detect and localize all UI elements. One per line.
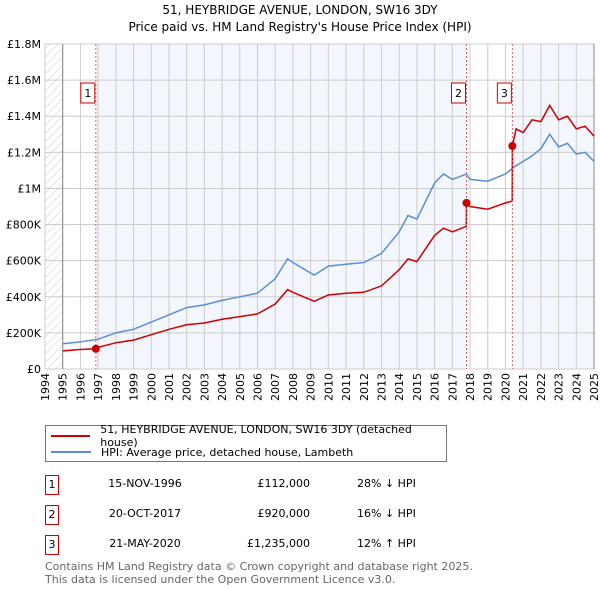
x-tick-label: 2003 xyxy=(198,373,211,401)
legend-item-property: 51, HEYBRIDGE AVENUE, LONDON, SW16 3DY (… xyxy=(51,423,446,449)
x-tick-label: 1997 xyxy=(92,373,105,401)
sale-label: 2 xyxy=(455,87,462,100)
x-tick-label: 2005 xyxy=(234,373,247,401)
table-row: 3 21-MAY-2020 £1,235,000 12% ↑ HPI xyxy=(45,535,465,555)
sale-point xyxy=(508,142,517,151)
x-tick-label: 2000 xyxy=(145,373,158,401)
sale-label-box xyxy=(496,82,512,104)
y-tick-label: £600K xyxy=(6,255,42,268)
legend: 51, HEYBRIDGE AVENUE, LONDON, SW16 3DY (… xyxy=(45,423,447,462)
x-tick-label: 2020 xyxy=(500,373,513,401)
x-tick-label: 2008 xyxy=(287,373,300,401)
x-tick-label: 1998 xyxy=(110,373,123,401)
sale-marker-box: 3 xyxy=(45,535,59,555)
y-tick-label: £800K xyxy=(6,219,42,232)
x-tick-label: 1994 xyxy=(39,373,52,401)
legend-item-hpi: HPI: Average price, detached house, Lamb… xyxy=(51,444,353,460)
x-tick-label: 2011 xyxy=(340,373,353,401)
sale-price: £112,000 xyxy=(257,477,311,490)
y-tick-label: £1.2M xyxy=(7,146,41,159)
x-tick-label: 2016 xyxy=(429,373,442,401)
sale-point xyxy=(91,344,100,353)
x-tick-label: 2022 xyxy=(535,373,548,401)
sale-marker-box: 1 xyxy=(45,475,59,495)
chart-subtitle: Price paid vs. HM Land Registry's House … xyxy=(128,20,471,34)
sale-hpi-diff: 16% ↓ HPI xyxy=(357,507,416,520)
ownership-shade xyxy=(512,44,594,369)
legend-swatch xyxy=(51,435,91,437)
legend-label: HPI: Average price, detached house, Lamb… xyxy=(101,445,354,459)
property-price-line xyxy=(62,103,595,352)
y-tick-label: £200K xyxy=(6,327,42,340)
x-tick-label: 2004 xyxy=(216,373,229,401)
legend-label: 51, HEYBRIDGE AVENUE, LONDON, SW16 3DY (… xyxy=(100,423,412,449)
sale-price: £1,235,000 xyxy=(247,537,310,550)
sale-label: 3 xyxy=(501,87,508,100)
x-tick-label: 2018 xyxy=(464,373,477,401)
legend-swatch xyxy=(51,451,91,453)
footer-line: Contains HM Land Registry data © Crown c… xyxy=(45,560,473,573)
sale-label: 1 xyxy=(84,87,91,100)
x-tick-label: 2023 xyxy=(553,373,566,401)
x-tick-label: 2007 xyxy=(269,373,282,401)
x-tick-label: 2015 xyxy=(411,373,424,401)
x-tick-label: 2013 xyxy=(376,373,389,401)
sale-date: 20-OCT-2017 xyxy=(108,507,182,520)
sale-date: 15-NOV-1996 xyxy=(108,477,182,490)
x-tick-label: 2001 xyxy=(163,373,176,401)
chart-title: 51, HEYBRIDGE AVENUE, LONDON, SW16 3DY xyxy=(162,3,438,17)
y-tick-label: £1.8M xyxy=(7,38,41,51)
x-tick-label: 2002 xyxy=(181,373,194,401)
hpi-line xyxy=(62,132,595,345)
y-tick-label: £1M xyxy=(18,182,42,195)
x-tick-label: 2010 xyxy=(322,373,335,401)
y-tick-label: £400K xyxy=(6,291,42,304)
sale-price: £920,000 xyxy=(257,507,311,520)
x-tick-label: 1996 xyxy=(74,373,87,401)
x-tick-label: 2017 xyxy=(446,373,459,401)
sale-label-box xyxy=(450,82,466,104)
x-tick-label: 2019 xyxy=(482,373,495,401)
sale-point xyxy=(462,198,471,207)
sale-date: 21-MAY-2020 xyxy=(109,537,181,550)
table-row: 1 15-NOV-1996 £112,000 28% ↓ HPI xyxy=(45,475,465,495)
x-tick-label: 2025 xyxy=(588,373,600,401)
x-tick-label: 1999 xyxy=(128,373,141,401)
y-tick-label: £1.6M xyxy=(7,74,41,87)
pre-data-hatch xyxy=(45,44,63,369)
sale-marker-box: 2 xyxy=(45,505,59,525)
x-tick-label: 2021 xyxy=(517,373,530,401)
table-row: 2 20-OCT-2017 £920,000 16% ↓ HPI xyxy=(45,505,465,525)
x-tick-label: 2012 xyxy=(358,373,371,401)
price-chart: 51, HEYBRIDGE AVENUE, LONDON, SW16 3DY P… xyxy=(6,3,600,401)
sale-hpi-diff: 28% ↓ HPI xyxy=(357,477,416,490)
y-tick-label: £0 xyxy=(27,363,41,376)
sale-hpi-diff: 12% ↑ HPI xyxy=(357,537,416,550)
footer-attribution: Contains HM Land Registry data © Crown c… xyxy=(45,560,473,586)
y-tick-label: £1.4M xyxy=(7,110,41,123)
ownership-shade xyxy=(95,44,467,369)
x-tick-label: 2009 xyxy=(305,373,318,401)
x-tick-label: 2014 xyxy=(393,373,406,401)
x-tick-label: 2024 xyxy=(570,373,583,401)
x-tick-label: 2006 xyxy=(252,373,265,401)
x-tick-label: 1995 xyxy=(57,373,70,401)
footer-line: This data is licensed under the Open Gov… xyxy=(45,573,396,586)
sale-label-box xyxy=(80,82,96,104)
